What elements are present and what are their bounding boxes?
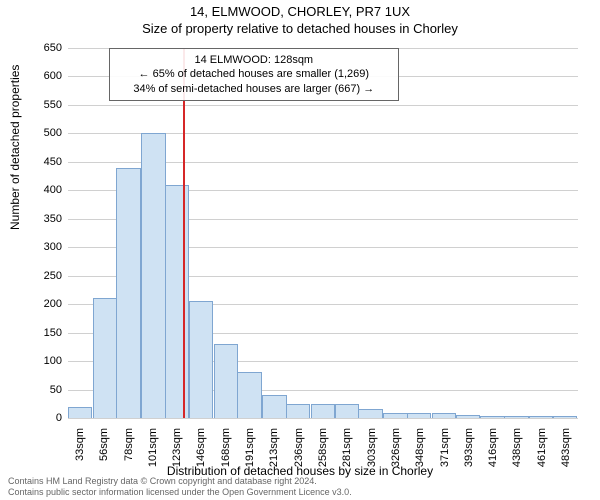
histogram-bar — [165, 185, 189, 418]
y-tick-label: 150 — [22, 327, 62, 339]
x-tick-label: 168sqm — [220, 428, 232, 468]
x-tick-label: 326sqm — [390, 428, 402, 468]
x-tick-label: 393sqm — [463, 428, 475, 468]
x-tick-label: 213sqm — [268, 428, 280, 468]
histogram-bar — [189, 301, 213, 418]
x-tick-label: 483sqm — [560, 428, 572, 468]
x-tick-label: 56sqm — [98, 428, 110, 468]
gridline — [68, 418, 578, 419]
y-tick-label: 200 — [22, 298, 62, 310]
footer-line: Contains public sector information licen… — [8, 487, 352, 498]
x-tick-label: 371sqm — [439, 428, 451, 468]
x-tick-label: 33sqm — [74, 428, 86, 468]
chart-area: 0501001502002503003504004505005506006503… — [68, 48, 578, 418]
y-tick-label: 500 — [22, 127, 62, 139]
y-tick-label: 300 — [22, 241, 62, 253]
histogram-bar — [262, 395, 286, 418]
gridline — [68, 105, 578, 106]
y-tick-label: 450 — [22, 156, 62, 168]
histogram-bar — [529, 416, 553, 418]
plot-region: 0501001502002503003504004505005506006503… — [68, 48, 578, 418]
x-tick-label: 348sqm — [414, 428, 426, 468]
histogram-bar — [214, 344, 238, 418]
annotation-line: 34% of semi-detached houses are larger (… — [116, 82, 392, 96]
histogram-bar — [141, 133, 165, 418]
x-tick-label: 101sqm — [147, 428, 159, 468]
histogram-bar — [456, 415, 480, 418]
histogram-bar — [383, 413, 407, 418]
histogram-bar — [116, 168, 140, 418]
x-tick-label: 123sqm — [171, 428, 183, 468]
figure: 14, ELMWOOD, CHORLEY, PR7 1UX Size of pr… — [0, 0, 600, 500]
histogram-bar — [407, 413, 431, 418]
y-tick-label: 350 — [22, 213, 62, 225]
histogram-bar — [504, 416, 528, 418]
y-tick-label: 250 — [22, 270, 62, 282]
y-tick-label: 650 — [22, 42, 62, 54]
histogram-bar — [311, 404, 335, 418]
histogram-bar — [480, 416, 504, 418]
annotation-line: 14 ELMWOOD: 128sqm — [116, 53, 392, 67]
histogram-bar — [335, 404, 359, 418]
x-tick-label: 281sqm — [341, 428, 353, 468]
histogram-bar — [237, 372, 261, 418]
x-tick-label: 236sqm — [293, 428, 305, 468]
y-tick-label: 50 — [22, 384, 62, 396]
histogram-bar — [93, 298, 117, 418]
histogram-bar — [68, 407, 92, 418]
y-tick-label: 0 — [22, 412, 62, 424]
x-tick-label: 146sqm — [195, 428, 207, 468]
y-tick-label: 550 — [22, 99, 62, 111]
x-tick-label: 258sqm — [317, 428, 329, 468]
x-tick-label: 78sqm — [123, 428, 135, 468]
x-tick-label: 416sqm — [487, 428, 499, 468]
y-axis-title: Number of detached properties — [8, 65, 22, 230]
histogram-bar — [432, 413, 456, 418]
reference-line — [183, 48, 185, 418]
histogram-bar — [358, 409, 382, 418]
x-tick-label: 303sqm — [366, 428, 378, 468]
annotation-box: 14 ELMWOOD: 128sqm← 65% of detached hous… — [109, 48, 399, 101]
histogram-bar — [553, 416, 577, 418]
footer-line: Contains HM Land Registry data © Crown c… — [8, 476, 352, 487]
histogram-bar — [286, 404, 310, 418]
x-tick-label: 461sqm — [536, 428, 548, 468]
annotation-line: ← 65% of detached houses are smaller (1,… — [116, 67, 392, 81]
y-tick-label: 400 — [22, 184, 62, 196]
y-tick-label: 100 — [22, 355, 62, 367]
footer-attribution: Contains HM Land Registry data © Crown c… — [8, 476, 352, 498]
figure-title: 14, ELMWOOD, CHORLEY, PR7 1UX — [0, 0, 600, 19]
y-tick-label: 600 — [22, 70, 62, 82]
x-tick-label: 191sqm — [244, 428, 256, 468]
x-tick-label: 438sqm — [511, 428, 523, 468]
figure-subtitle: Size of property relative to detached ho… — [0, 19, 600, 36]
